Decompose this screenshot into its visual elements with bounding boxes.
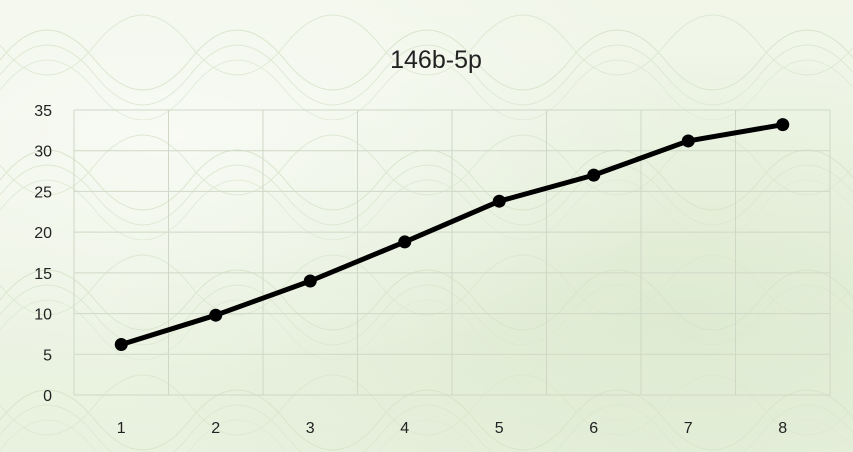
x-tick-label: 6: [589, 420, 598, 437]
x-axis-ticks: 1 2 3 4 5 6 7 8: [117, 420, 788, 437]
series-line: [118, 122, 786, 348]
x-tick-label: 8: [778, 420, 787, 437]
data-point: [492, 194, 506, 208]
data-point: [681, 134, 695, 148]
x-tick-label: 3: [306, 420, 315, 437]
x-tick-label: 2: [211, 420, 220, 437]
x-tick-label: 7: [684, 420, 693, 437]
x-tick-label: 5: [495, 420, 504, 437]
y-tick-label: 30: [34, 144, 52, 161]
y-tick-label: 0: [43, 388, 52, 405]
data-point: [209, 308, 223, 322]
series-points: [114, 118, 790, 352]
y-tick-label: 15: [34, 266, 52, 283]
x-tick-label: 4: [400, 420, 409, 437]
x-tick-label: 1: [117, 420, 126, 437]
data-point: [776, 118, 790, 132]
y-axis-ticks: 0 5 10 15 20 25 30 35: [34, 103, 52, 405]
series-line-0: [118, 122, 786, 348]
gridlines: [73, 109, 831, 396]
data-point: [398, 235, 412, 249]
data-point: [303, 274, 317, 288]
y-tick-label: 5: [43, 347, 52, 364]
y-tick-label: 20: [34, 225, 52, 242]
y-tick-label: 35: [34, 103, 52, 120]
data-point: [114, 338, 128, 352]
data-point: [587, 168, 601, 182]
y-tick-label: 25: [34, 184, 52, 201]
y-tick-label: 10: [34, 307, 52, 324]
chart-title: 146b-5p: [390, 46, 482, 74]
